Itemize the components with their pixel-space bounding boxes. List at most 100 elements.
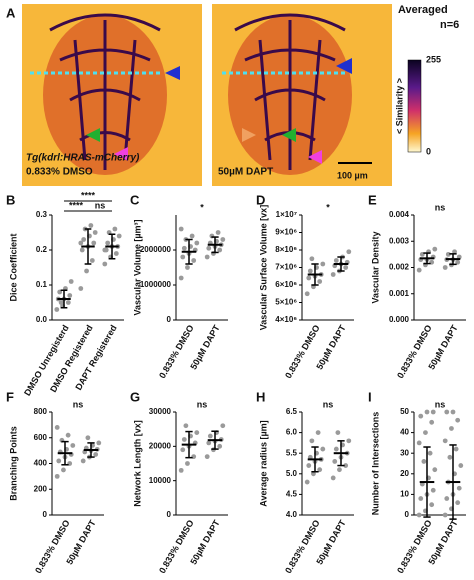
data-point	[309, 256, 315, 262]
data-point	[80, 458, 86, 464]
data-point	[442, 512, 448, 518]
y-tick-label: 400	[34, 459, 48, 468]
y-tick-label: 40	[400, 428, 409, 437]
data-point	[178, 467, 184, 473]
data-point	[56, 458, 62, 464]
y-tick-label: 10	[400, 490, 409, 499]
brain-images	[22, 4, 422, 186]
y-tick-label: 1×10⁷	[276, 210, 297, 219]
data-point	[181, 437, 187, 442]
y-tick-label: 0.3	[36, 210, 48, 219]
arrow	[114, 147, 128, 161]
y-tick-label: 5.5	[286, 448, 298, 457]
data-point	[207, 433, 213, 439]
data-point	[427, 450, 433, 456]
arrow	[165, 66, 180, 80]
data-point	[116, 233, 122, 239]
data-point	[458, 463, 464, 468]
panel-label: A	[6, 5, 16, 20]
data-point	[206, 245, 212, 251]
data-point	[333, 258, 339, 263]
data-point	[78, 286, 84, 291]
y-tick-label: 5×10⁶	[275, 298, 297, 307]
y-tick-label: 0.0	[36, 315, 48, 324]
data-point	[450, 409, 456, 415]
data-point	[191, 258, 197, 263]
data-point	[311, 471, 316, 477]
data-point	[178, 226, 184, 232]
data-point	[70, 443, 76, 448]
data-point	[430, 409, 436, 415]
y-tick-label: 1000000	[140, 280, 172, 289]
data-point	[113, 251, 119, 256]
y-tick-label: 4.5	[286, 490, 298, 499]
significance-label: ns	[435, 202, 446, 212]
data-point	[185, 265, 190, 270]
colorbar	[407, 59, 422, 153]
data-point	[65, 432, 71, 438]
y-tick-label: 0	[405, 510, 410, 519]
y-tick-label: 0.003	[389, 236, 410, 245]
data-point	[92, 230, 98, 235]
data-point	[444, 496, 450, 501]
y-tick-label: 0.000	[389, 315, 410, 324]
panel-label: C	[130, 192, 140, 207]
data-point	[430, 487, 436, 493]
data-point	[91, 240, 97, 246]
data-point	[65, 300, 71, 305]
y-tick-label: 0.004	[389, 210, 410, 219]
n-label: n=6	[440, 19, 459, 31]
data-point	[447, 454, 453, 460]
panel-label: I	[368, 389, 372, 404]
data-point	[89, 258, 95, 263]
data-point	[332, 459, 338, 464]
data-point	[204, 254, 210, 260]
data-point	[183, 423, 189, 429]
data-point	[346, 249, 352, 255]
y-tick-label: 4×10⁶	[275, 315, 297, 324]
data-point	[333, 446, 339, 452]
data-point	[343, 265, 349, 270]
y-tick-label: 600	[34, 433, 48, 442]
data-point	[432, 246, 438, 252]
y-axis-label: Average radius [µm]	[258, 420, 268, 506]
data-point	[204, 454, 210, 460]
y-tick-label: 0	[43, 510, 48, 519]
data-point	[78, 240, 84, 246]
data-point	[330, 475, 336, 481]
data-point	[180, 447, 186, 453]
data-point	[54, 307, 60, 312]
data-point	[442, 438, 448, 444]
vessels-left	[49, 13, 161, 170]
data-point	[335, 430, 341, 435]
data-point	[343, 463, 349, 468]
y-tick-label: 0.001	[389, 289, 410, 298]
data-point	[455, 417, 461, 423]
data-point	[54, 425, 60, 430]
colorbar-tick: 0	[426, 146, 431, 156]
data-point	[418, 496, 424, 501]
y-tick-label: 5.0	[286, 469, 298, 478]
x-tick-label: 0.833% DMSO	[395, 518, 434, 575]
y-tick-label: 0.002	[389, 263, 410, 272]
arrow	[86, 128, 100, 142]
data-point	[217, 247, 223, 253]
data-point	[416, 267, 422, 273]
y-tick-label: 9×10⁶	[275, 228, 297, 237]
data-point	[453, 446, 459, 452]
data-point	[112, 226, 118, 232]
data-point	[93, 452, 99, 457]
y-tick-label: 7×10⁶	[275, 263, 297, 272]
data-point	[418, 413, 424, 419]
data-point	[330, 272, 336, 277]
significance-label: ns	[197, 399, 208, 409]
y-tick-label: 8×10⁶	[275, 245, 297, 254]
data-point	[306, 275, 312, 281]
group-label: 0.833% DMSO	[26, 167, 93, 178]
data-point	[421, 459, 427, 464]
data-point	[449, 426, 454, 431]
data-point	[315, 430, 321, 435]
arrow	[282, 128, 296, 142]
y-tick-label: 20	[400, 469, 409, 478]
data-point	[220, 423, 226, 429]
